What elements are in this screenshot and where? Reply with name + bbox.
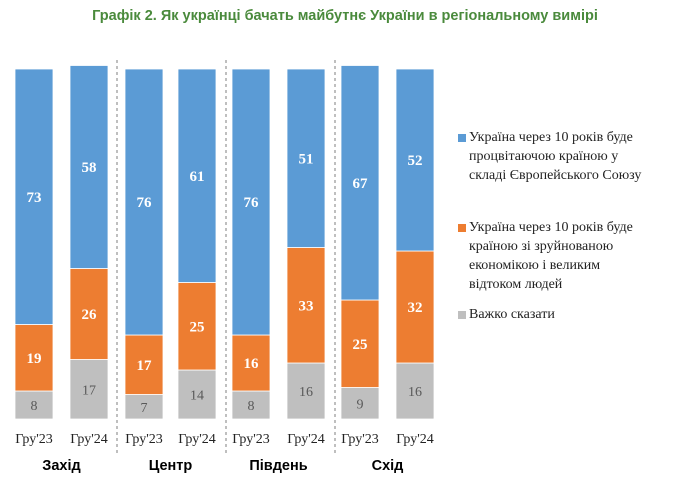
legend-text: Україна через 10 років буде xyxy=(469,130,633,145)
region-label: Центр xyxy=(149,458,193,474)
bar-segment-ruined-economy xyxy=(177,282,217,371)
bar-segment-eu-prosperous xyxy=(286,68,326,248)
x-tick-label: Гру'24 xyxy=(178,432,216,447)
data-label: 33 xyxy=(299,298,314,314)
legend-swatch xyxy=(458,224,466,232)
data-label: 8 xyxy=(31,399,38,414)
bar-segment-ruined-economy xyxy=(286,247,326,364)
data-label: 26 xyxy=(82,307,98,323)
x-tick-label: Гру'23 xyxy=(125,432,163,447)
legend-text: складі Європейського Союзу xyxy=(469,168,642,183)
legend-item-ruined: Україна через 10 років буде країною зі зр… xyxy=(458,218,684,294)
bar-segment-eu-prosperous xyxy=(177,68,217,283)
bar-segment-ruined-economy xyxy=(69,268,109,360)
legend-item-hard: Важко сказати xyxy=(458,305,684,324)
data-label: 17 xyxy=(82,383,96,398)
legend-text: Важко сказати xyxy=(469,307,555,322)
x-tick-label: Гру'24 xyxy=(70,432,108,447)
bar-segment-ruined-economy xyxy=(124,334,164,395)
bar-segment-eu-prosperous xyxy=(14,68,54,325)
x-tick-label: Гру'23 xyxy=(15,432,53,447)
region-label: Південь xyxy=(249,458,307,474)
x-tick-label: Гру'23 xyxy=(341,432,379,447)
data-label: 7 xyxy=(141,401,148,416)
bar-segment-eu-prosperous xyxy=(231,68,271,336)
data-label: 76 xyxy=(244,195,260,211)
x-tick-label: Гру'24 xyxy=(287,432,325,447)
data-label: 61 xyxy=(190,169,205,185)
bar-segment-eu-prosperous xyxy=(340,65,380,301)
data-label: 17 xyxy=(137,358,153,374)
legend-text: країною зі зруйнованою xyxy=(469,239,614,254)
data-label: 9 xyxy=(357,397,364,412)
bar-segment-hard-to-say xyxy=(124,394,164,420)
data-label: 67 xyxy=(353,176,369,192)
data-label: 16 xyxy=(244,356,260,372)
data-label: 32 xyxy=(408,300,423,316)
data-label: 73 xyxy=(27,190,42,206)
bar-segment-ruined-economy xyxy=(340,299,380,388)
region-label: Схід xyxy=(372,458,404,474)
bar-segment-ruined-economy xyxy=(395,250,435,364)
legend-swatch xyxy=(458,134,466,142)
data-label: 58 xyxy=(82,160,97,176)
data-label: 16 xyxy=(299,385,313,400)
bar-segment-hard-to-say xyxy=(231,390,271,420)
legend-text: відтоком людей xyxy=(469,277,563,292)
data-label: 52 xyxy=(408,153,423,169)
legend-text: Україна через 10 років буде xyxy=(469,220,633,235)
legend-swatch xyxy=(458,311,466,319)
data-label: 76 xyxy=(137,195,153,211)
bar-segment-eu-prosperous xyxy=(69,65,109,269)
bar-segment-eu-prosperous xyxy=(395,68,435,252)
x-tick-label: Гру'24 xyxy=(396,432,434,447)
bar-segment-hard-to-say xyxy=(286,362,326,420)
bar-segment-eu-prosperous xyxy=(124,68,164,336)
data-label: 19 xyxy=(27,351,42,367)
legend-text: економікою і великим xyxy=(469,258,601,273)
data-label: 16 xyxy=(408,385,422,400)
data-label: 25 xyxy=(353,337,368,353)
bar-segment-hard-to-say xyxy=(69,359,109,420)
bar-segment-hard-to-say xyxy=(177,369,217,420)
data-label: 51 xyxy=(299,151,314,167)
data-label: 25 xyxy=(190,319,205,335)
bar-segment-ruined-economy xyxy=(231,334,271,392)
data-label: 8 xyxy=(248,399,255,414)
region-label: Захід xyxy=(42,458,80,474)
legend-item-eu: Україна через 10 років буде процвітаючою … xyxy=(458,128,684,185)
legend-text: процвітаючою країною у xyxy=(469,149,619,164)
data-label: 14 xyxy=(190,389,204,404)
x-tick-label: Гру'23 xyxy=(232,432,270,447)
chart-title: Графік 2. Як українці бачать майбутнє Ук… xyxy=(92,8,598,24)
